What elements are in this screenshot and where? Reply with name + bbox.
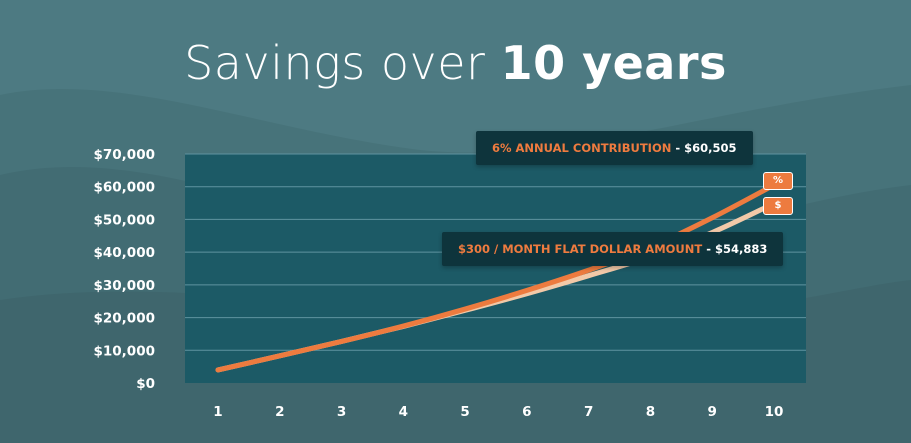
x-tick-label: 10 [765,404,784,420]
y-tick-label: $30,000 [94,278,156,294]
title-bold: 10 years [500,36,727,90]
callout-percent-value: $60,505 [684,141,737,155]
title-light: Savings over [184,36,486,90]
y-tick-label: $0 [136,376,155,392]
x-axis-ticks: 1 2 3 4 5 6 7 8 9 10 [213,404,783,420]
x-tick-label: 3 [337,404,346,420]
x-tick-label: 1 [213,404,222,420]
x-tick-label: 5 [460,404,469,420]
percent-badge-icon: % [763,172,793,190]
x-tick-label: 9 [708,404,717,420]
x-tick-label: 8 [646,404,655,420]
y-tick-label: $20,000 [94,311,156,327]
plot-area [185,154,806,383]
callout-flat: $300 / MONTH FLAT DOLLAR AMOUNT - $54,88… [442,232,784,266]
y-tick-label: $10,000 [94,343,156,359]
callout-flat-label: $300 / MONTH FLAT DOLLAR AMOUNT [458,242,703,256]
y-tick-label: $60,000 [94,180,156,196]
y-tick-label: $40,000 [94,245,156,261]
callout-flat-value: $54,883 [715,242,768,256]
callout-percent: 6% ANNUAL CONTRIBUTION - $60,505 [476,131,753,165]
y-tick-label: $70,000 [94,147,156,163]
x-tick-label: 4 [399,404,408,420]
series-line-percent [215,182,777,373]
callout-percent-separator: - [671,141,685,155]
callout-percent-label: 6% ANNUAL CONTRIBUTION [492,141,672,155]
x-tick-label: 2 [275,404,284,420]
dollar-badge-icon: $ [763,197,793,215]
x-tick-label: 7 [584,404,593,420]
y-tick-label: $50,000 [94,212,156,228]
x-tick-label: 6 [522,404,531,420]
callout-flat-separator: - [702,242,716,256]
y-axis-ticks: $0 $10,000 $20,000 $30,000 $40,000 $50,000 $60… [94,147,156,392]
page-title: Savings over 10 years [0,36,911,90]
